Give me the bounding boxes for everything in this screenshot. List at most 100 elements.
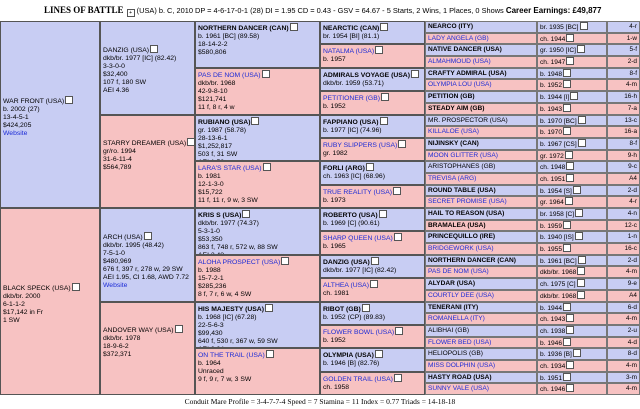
gen4-horse-cell[interactable]: SHARP QUEEN (USA) b. 1965 <box>320 231 425 255</box>
info-icon[interactable] <box>563 127 571 136</box>
horse-name[interactable]: WAR FRONT (USA) <box>3 97 65 105</box>
family-number[interactable]: 9-e <box>607 278 640 290</box>
dp-icon[interactable]: + <box>126 9 135 17</box>
gen3-horse-cell[interactable]: ALOHA PROSPECT (USA) b. 1988 15-7-2-1 $285,… <box>195 254 320 302</box>
info-icon[interactable] <box>143 231 152 240</box>
gen5-horse-name[interactable]: NIJINSKY (CAN) <box>425 137 537 150</box>
gen5-horse-name[interactable]: ROUND TABLE (USA) <box>425 184 537 197</box>
family-number[interactable]: 4-m <box>607 383 640 395</box>
family-number[interactable]: 4-m <box>607 79 640 92</box>
family-number[interactable]: 8-f <box>607 67 640 80</box>
horse-name[interactable]: PETITIONER (GB) <box>323 95 381 103</box>
family-number[interactable]: 13-c <box>607 114 640 127</box>
info-icon[interactable] <box>563 372 571 381</box>
info-icon[interactable] <box>378 210 387 218</box>
gen4-horse-cell[interactable]: FORLI (ARG) ch. 1963 [IC] (68.96) <box>320 161 425 185</box>
horse-name[interactable]: FORLI (ARG) <box>323 165 365 173</box>
info-icon[interactable] <box>563 220 571 229</box>
info-icon[interactable] <box>374 350 383 359</box>
gen5-horse-name[interactable]: NEARCO (ITY) <box>425 21 537 33</box>
horse-name[interactable]: STARRY DREAMER (USA) <box>103 140 187 148</box>
info-icon[interactable] <box>563 80 571 89</box>
info-icon[interactable] <box>242 210 251 218</box>
info-icon[interactable] <box>566 57 575 66</box>
family-number[interactable]: 6-d <box>607 301 640 314</box>
family-number[interactable]: 16-c <box>607 243 640 255</box>
info-icon[interactable] <box>577 290 586 299</box>
gen5-horse-name[interactable]: MR. PROSPECTOR (USA) <box>425 114 537 127</box>
info-icon[interactable] <box>289 23 298 31</box>
horse-name[interactable]: DANZIG (USA) <box>103 46 150 54</box>
gen4-horse-cell[interactable]: NEARCTIC (CAN) br. 1954 [BI] (81.1) <box>320 21 425 45</box>
horse-name[interactable]: LARA'S STAR (USA) <box>198 165 262 173</box>
horse-name[interactable]: ON THE TRAIL (USA) <box>198 352 265 360</box>
gen4-horse-cell[interactable]: FLOWER BOWL (USA) b. 1952 <box>320 324 425 349</box>
gen5-horse-name[interactable]: KILLALOE (USA) <box>425 126 537 138</box>
info-icon[interactable] <box>572 185 581 194</box>
info-icon[interactable] <box>398 139 407 148</box>
info-icon[interactable] <box>150 44 159 53</box>
family-number[interactable]: 4-r <box>607 196 640 208</box>
gen5-horse-name[interactable]: MISS DOLPHIN (USA) <box>425 359 537 372</box>
gen3-horse-cell[interactable]: RUBIANO (USA) gr. 1987 (58.78) 28-13-6-1 $1… <box>195 114 320 162</box>
gen5-horse-name[interactable]: OLYMPIA LOU (USA) <box>425 79 537 92</box>
info-icon[interactable] <box>577 138 586 147</box>
family-number[interactable]: 2-d <box>607 56 640 68</box>
info-icon[interactable] <box>379 116 388 125</box>
family-number[interactable]: 16-a <box>607 126 640 138</box>
family-number[interactable]: 16-h <box>607 91 640 103</box>
gen5-horse-name[interactable]: MOON GLITTER (USA) <box>425 149 537 162</box>
gen1-horse-cell[interactable]: BLACK SPECK (USA) dkb/br. 2000 6-1-1-2 $17,… <box>0 208 100 395</box>
gen3-horse-cell[interactable]: KRIS S (USA) dkb/br. 1977 (74.37) 5-3-1-0 $… <box>195 208 320 255</box>
info-icon[interactable] <box>261 69 270 78</box>
info-icon[interactable] <box>563 337 571 346</box>
info-icon[interactable] <box>563 68 571 77</box>
info-icon[interactable] <box>365 163 374 172</box>
gen4-horse-cell[interactable]: RIBOT (GB) b. 1952 (CP) (89.83) <box>320 301 425 325</box>
gen1-horse-cell[interactable]: WAR FRONT (USA) b. 2002 (27) 13-4-5-1 $424,… <box>0 21 100 208</box>
family-number[interactable]: A4 <box>607 172 640 185</box>
horse-name[interactable]: DANZIG (USA) <box>323 258 370 266</box>
family-number[interactable]: 2-d <box>607 254 640 267</box>
info-icon[interactable] <box>563 302 571 311</box>
gen4-horse-cell[interactable]: ALTHEA (USA) ch. 1981 <box>320 278 425 302</box>
gen5-horse-name[interactable]: BRIDGEWORK (USA) <box>425 243 537 255</box>
info-icon[interactable] <box>566 314 575 323</box>
horse-name[interactable]: ANDOVER WAY (USA) <box>103 327 174 335</box>
info-icon[interactable] <box>265 350 274 359</box>
info-icon[interactable] <box>65 95 74 104</box>
gen4-horse-cell[interactable]: PETITIONER (GB) b. 1952 <box>320 91 425 115</box>
info-icon[interactable] <box>576 279 585 288</box>
info-icon[interactable] <box>410 69 419 78</box>
info-icon[interactable] <box>572 349 581 358</box>
info-icon[interactable] <box>264 303 273 312</box>
gen5-horse-name[interactable]: PRINCEQUILLO (IRE) <box>425 231 537 244</box>
family-number[interactable]: 9-h <box>607 149 640 162</box>
info-icon[interactable] <box>381 93 390 102</box>
horse-name[interactable]: RUBIANO (USA) <box>198 118 251 126</box>
website-link[interactable]: Website <box>103 281 128 289</box>
gen5-horse-name[interactable]: TREVISA (ARG) <box>425 172 537 185</box>
gen2-horse-cell[interactable]: ARCH (USA) dkb/br. 1995 (48.42) 7-5-1-0 $48… <box>100 208 195 302</box>
horse-name[interactable]: FAPPIANO (USA) <box>323 118 379 126</box>
family-number[interactable]: 4-m <box>607 266 640 279</box>
gen5-horse-name[interactable]: ALIBHAI (GB) <box>425 324 537 337</box>
gen4-horse-cell[interactable]: ROBERTO (USA) b. 1969 [C] (90.61) <box>320 208 425 232</box>
gen4-horse-cell[interactable]: TRUE REALITY (USA) b. 1973 <box>320 184 425 208</box>
gen4-horse-cell[interactable]: NATALMA (USA) b. 1957 <box>320 44 425 68</box>
family-number[interactable]: 2-u <box>607 324 640 337</box>
gen4-horse-cell[interactable]: GOLDEN TRAIL (USA) ch. 1958 <box>320 371 425 395</box>
info-icon[interactable] <box>566 360 575 369</box>
family-number[interactable]: 9-c <box>607 161 640 173</box>
gen5-horse-name[interactable]: LADY ANGELA (GB) <box>425 32 537 45</box>
horse-name[interactable]: NORTHERN DANCER (CAN) <box>198 25 289 32</box>
info-icon[interactable] <box>393 186 401 195</box>
gen5-horse-name[interactable]: NATIVE DANCER (USA) <box>425 44 537 57</box>
horse-name[interactable]: NATALMA (USA) <box>323 48 375 56</box>
family-number[interactable]: 8-d <box>607 348 640 360</box>
info-icon[interactable] <box>393 233 402 242</box>
info-icon[interactable] <box>574 232 583 241</box>
gen5-horse-name[interactable]: CRAFTY ADMIRAL (USA) <box>425 67 537 80</box>
horse-name[interactable]: ARCH (USA) <box>103 233 143 241</box>
family-number[interactable]: 3-m <box>607 371 640 384</box>
